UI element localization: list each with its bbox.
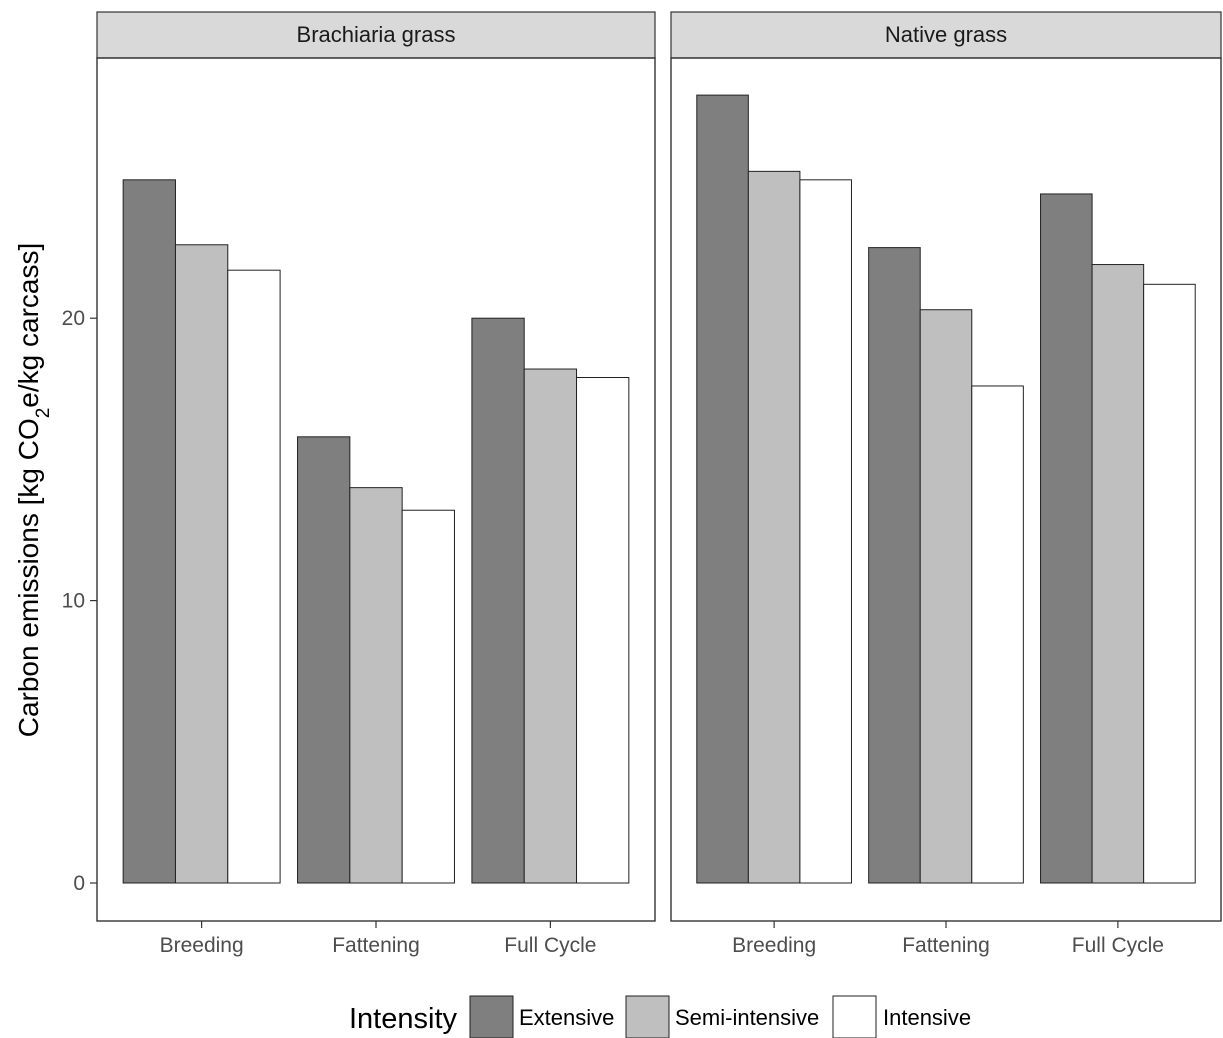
legend-label-extensive: Extensive — [519, 1005, 614, 1030]
legend-key-intensive — [832, 995, 877, 1038]
strip-title: Native grass — [885, 22, 1007, 47]
y-tick-label: 0 — [73, 872, 85, 895]
bar-extensive-full-cycle — [1040, 193, 1093, 884]
bar-extensive-breeding — [122, 179, 176, 884]
bar-intensive-fattening — [971, 385, 1024, 884]
bar-extensive-fattening — [297, 436, 351, 884]
x-tick-label: Breeding — [160, 934, 244, 957]
x-tick-label: Full Cycle — [1072, 934, 1164, 957]
y-tick-label: 10 — [62, 590, 85, 613]
x-tick-label: Breeding — [732, 934, 816, 957]
x-tick-label: Full Cycle — [504, 934, 596, 957]
bar-semi-intensive-full-cycle — [1091, 264, 1145, 884]
panel-2: Native grass Breeding Fattening Full Cycle — [670, 11, 1222, 957]
bar-semi-intensive-breeding — [747, 170, 801, 884]
x-tick-label: Fattening — [902, 934, 990, 957]
bar-extensive-full-cycle — [471, 317, 525, 884]
legend-label-semi-intensive: Semi-intensive — [675, 1005, 819, 1030]
bar-intensive-fattening — [401, 509, 455, 884]
bar-intensive-full-cycle — [576, 377, 630, 884]
bar-semi-intensive-fattening — [919, 309, 973, 884]
bar-intensive-full-cycle — [1143, 283, 1196, 884]
strip-background — [670, 11, 1222, 59]
panels: Brachiaria grass Breeding Fattening Full Cy… — [96, 11, 1222, 957]
legend: Intensity Extensive Semi-intensive Intensi… — [349, 995, 971, 1038]
bar-semi-intensive-full-cycle — [523, 368, 578, 884]
legend-key-extensive — [469, 995, 514, 1038]
y-tick-label: 20 — [62, 307, 85, 330]
strip-background — [96, 11, 656, 59]
bar-extensive-breeding — [696, 94, 749, 884]
legend-label-intensive: Intensive — [883, 1005, 971, 1030]
bar-intensive-breeding — [799, 179, 852, 884]
strip-title: Brachiaria grass — [297, 22, 456, 47]
x-tick-label: Fattening — [332, 934, 420, 957]
legend-title: Intensity — [349, 1003, 457, 1035]
bar-semi-intensive-breeding — [174, 244, 229, 884]
bar-intensive-breeding — [227, 269, 281, 884]
y-axis-title: Carbon emissions [kg CO2e/kg carcass] — [13, 243, 54, 738]
panel-1: Brachiaria grass Breeding Fattening Full Cy… — [96, 11, 656, 957]
legend-key-semi-intensive — [625, 995, 670, 1038]
bar-extensive-fattening — [868, 247, 921, 884]
bar-semi-intensive-fattening — [349, 487, 403, 884]
y-axis: 0 10 20 — [62, 307, 97, 895]
